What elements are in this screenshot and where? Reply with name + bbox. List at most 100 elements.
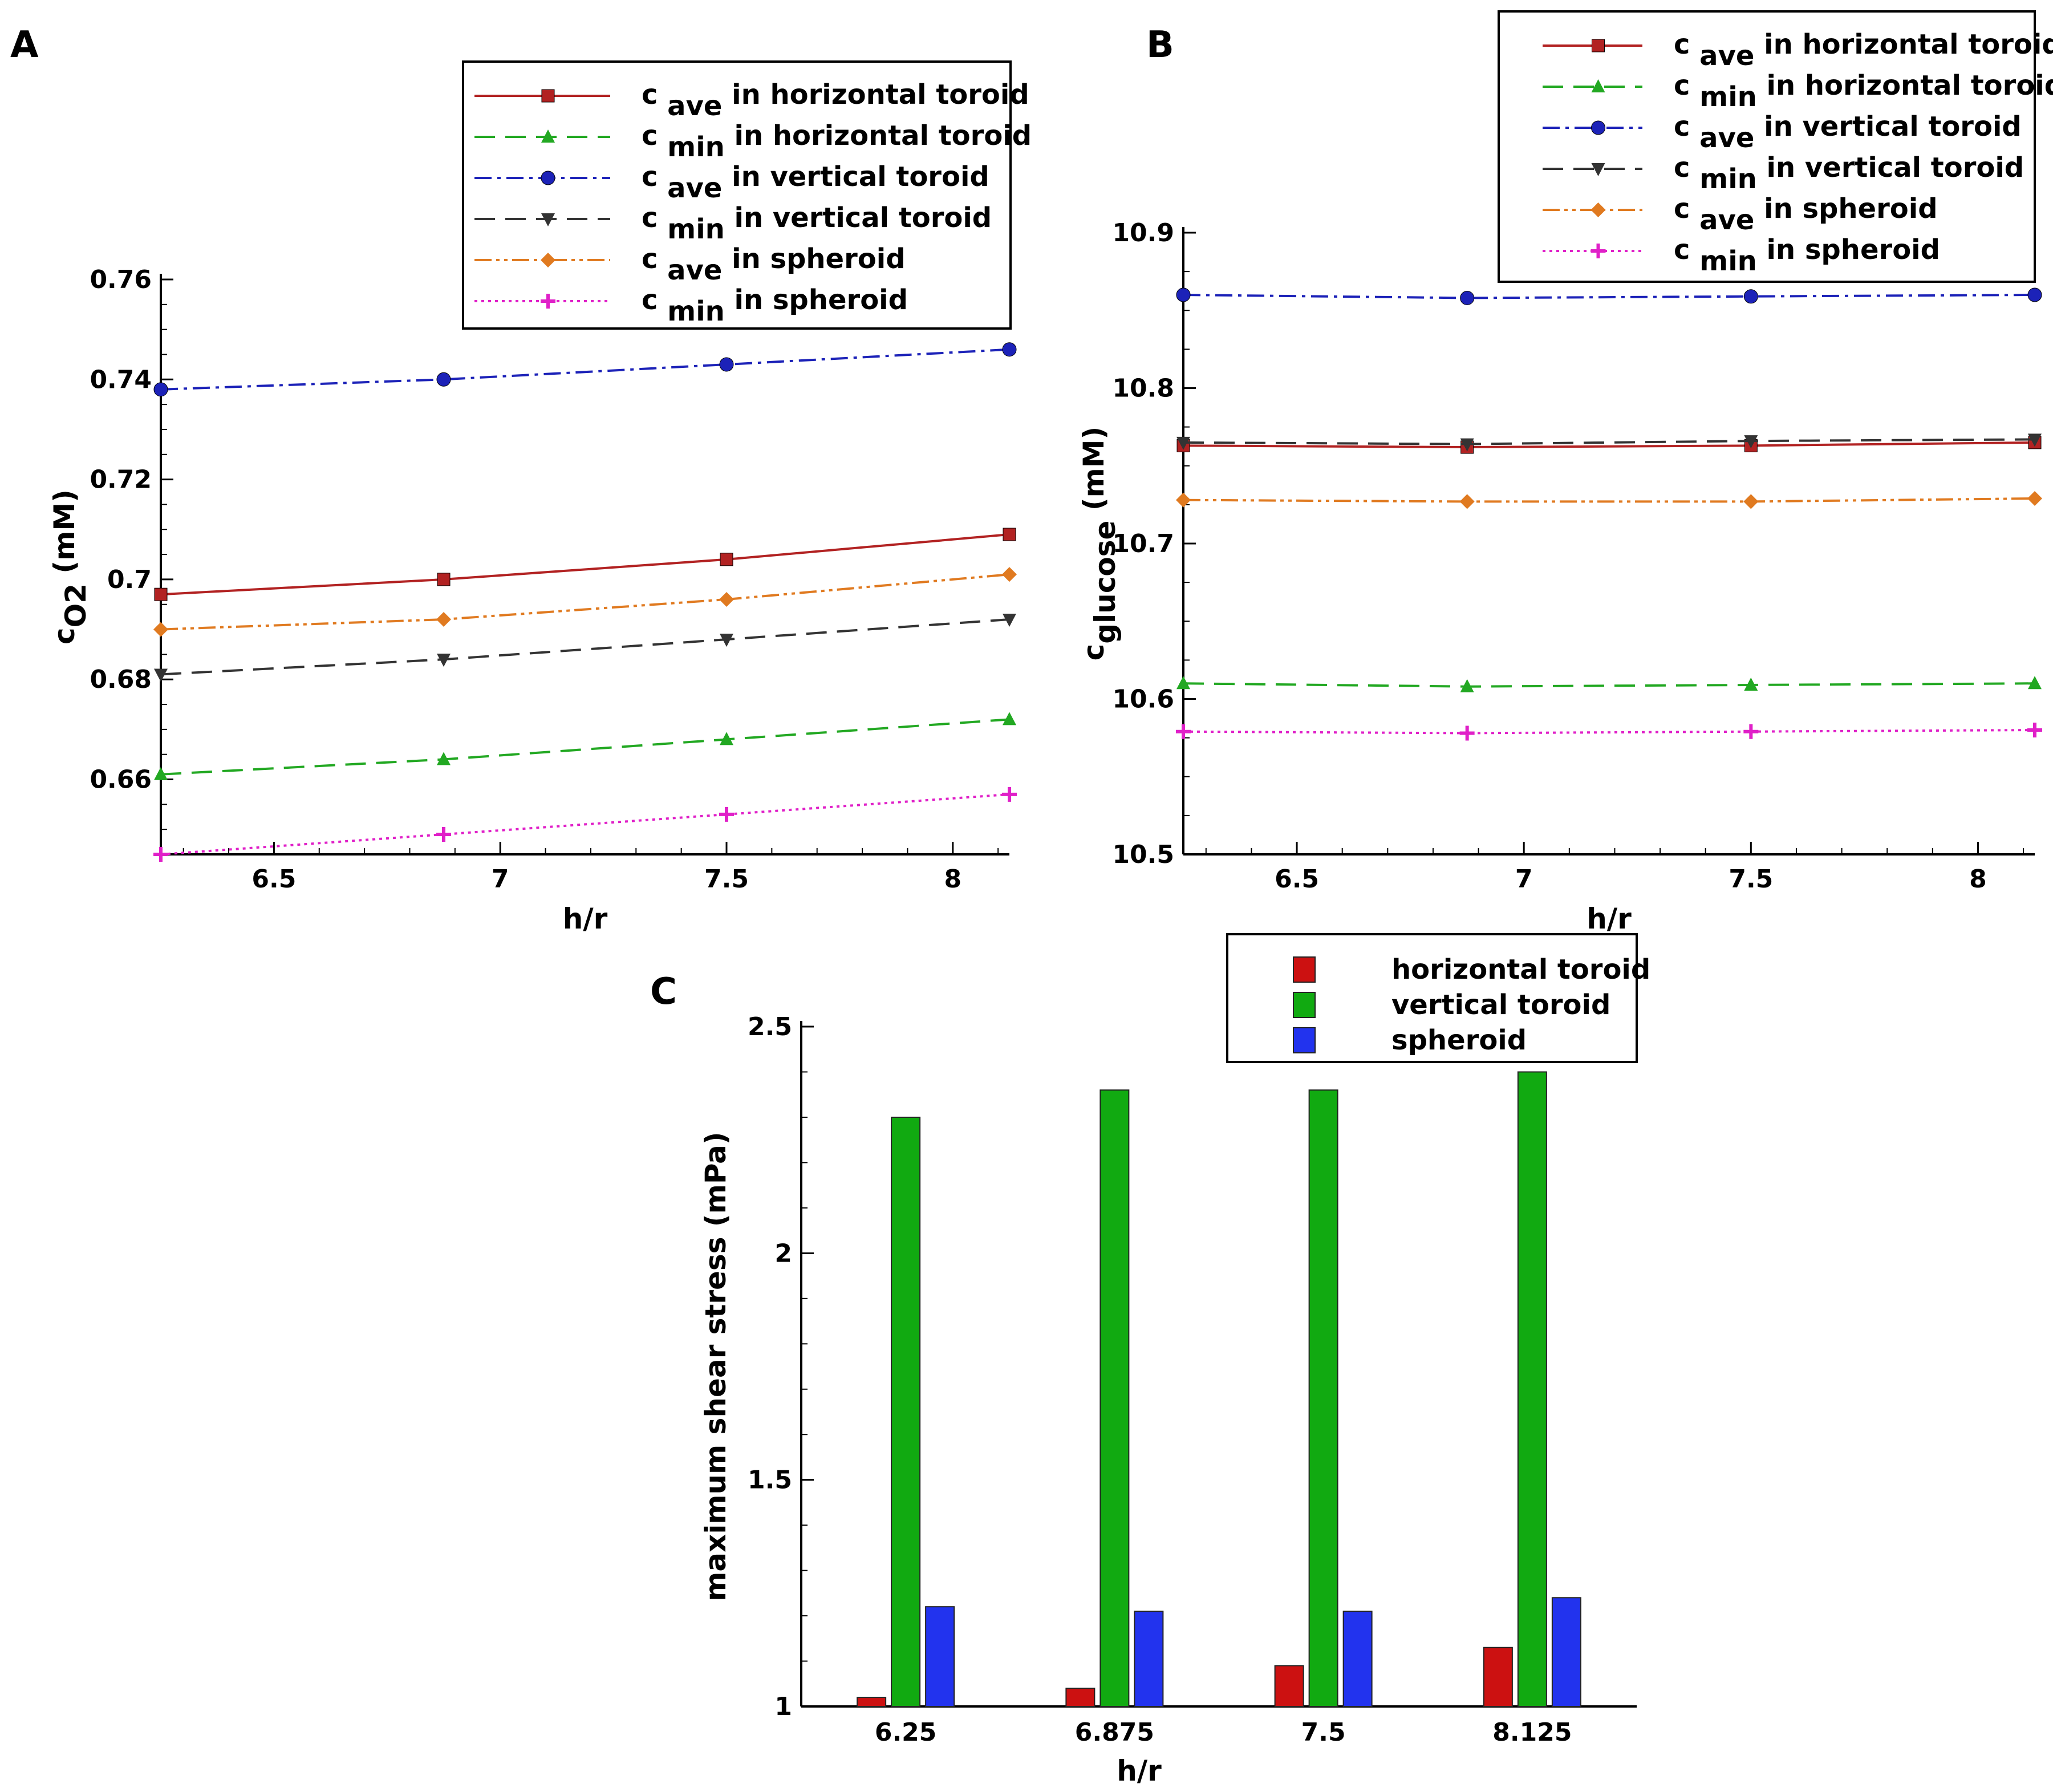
legend-sub: ave [1699,122,1754,154]
chart-a-legend-entry: c min in vertical toroid [642,202,992,245]
chart-a-legend-marker-cmin_s [541,294,555,309]
chart-c-legend-swatch-bar_h [1293,956,1316,983]
chart-b-legend-entry: c min in vertical toroid [1674,152,2024,195]
chart-a-legend-marker-cmin_v [541,213,555,226]
legend-rest: in spheroid [722,243,905,275]
chart-c: 1 1.5 2 2.5 6.25 6.875 7.5 8.125 h/r maximum shea… [699,933,1650,1787]
chart-c-x-axis-title: h/r [1117,1754,1162,1787]
chart-b-point-cave_v [1743,289,1758,304]
chart-a-x-tick-label: 6.5 [251,865,296,894]
chart-a-point-cave_v [1002,342,1017,357]
chart-c-bar-bar_s [925,1606,955,1707]
panel-label-a: A [10,24,39,66]
legend-main: c [642,284,667,316]
chart-c-bar-bar_v [1099,1089,1130,1707]
y-axis-title-main: c [48,627,81,644]
chart-b-y-tick-label: 10.7 [1112,529,1174,558]
chart-c-bar-bar_v [1308,1089,1338,1707]
chart-b-legend-entry: c ave in vertical toroid [1674,111,2022,154]
legend-sub: ave [667,254,722,286]
chart-a-point-cave_s [153,622,168,637]
chart-b-point-cmin_s [1743,724,1759,739]
chart-c-x-tick-label: 8.125 [1492,1718,1572,1747]
chart-b-point-cave_v [2027,287,2042,302]
chart-b-point-cmin_v [1176,436,1190,450]
chart-a-legend-entry: c min in horizontal toroid [642,120,1032,163]
chart-c-x-tick-label: 6.25 [875,1718,937,1747]
chart-a-point-cave_v [719,357,734,372]
chart-b-point-cmin_h [1744,677,1758,691]
chart-a-x-tick-label: 8 [944,865,961,894]
chart-a-point-cmin_v [437,654,451,667]
chart-a-point-cave_s [1002,567,1017,582]
legend-main: c [1674,29,1699,60]
legend-rest: in vertical toroid [725,202,992,234]
chart-b-legend-marker-cave_s [1591,202,1606,217]
chart-c-y-tick-label: 1.5 [748,1466,792,1495]
y-axis-title-main: c [1077,644,1110,661]
chart-b-y-tick-label: 10.5 [1112,840,1174,869]
chart-a-series-line-cmin_s [160,793,1010,856]
chart-a-x-axis-title: h/r [563,902,608,935]
chart-c-bar-bar_v [1517,1071,1547,1707]
chart-a-point-cave_h [1003,528,1016,541]
chart-a-series-line-cave_s [160,573,1010,631]
chart-a-point-cmin_h [720,732,733,745]
y-axis-title-rest: (mM) [48,489,81,583]
legend-sub: ave [1699,204,1754,236]
chart-a-series-line-cave_h [160,533,1010,596]
chart-a-legend-entry: c min in spheroid [642,284,908,327]
chart-b-y-tick-label: 10.8 [1112,374,1174,403]
chart-c-legend-label: horizontal toroid [1391,954,1650,986]
chart-c-bar-bar_h [1274,1665,1304,1707]
legend-main: c [1674,193,1699,225]
chart-c-bar-bar_s [1134,1611,1164,1708]
chart-b-point-cave_v [1460,290,1475,305]
legend-sub: min [1699,163,1757,195]
chart-b-x-tick-label: 7.5 [1729,865,1773,894]
legend-main: c [1674,152,1699,184]
chart-a-point-cmin_s [153,847,168,862]
y-axis-title-sub: glucose [1089,521,1122,644]
chart-b-point-cave_s [1176,492,1191,508]
chart-a-legend-marker-cmin_h [541,129,555,143]
chart-b-point-cmin_v [1460,438,1474,452]
chart-b-x-tick-label: 7 [1515,865,1533,894]
chart-c-bar-bar_s [1342,1611,1373,1708]
chart-a-point-cmin_h [437,752,451,765]
chart-a-y-tick-label: 0.74 [90,365,152,394]
chart-b-series-line-cave_s [1183,497,2035,503]
chart-a-point-cmin_v [720,634,733,647]
chart-c-x-tick-label: 6.875 [1075,1718,1154,1747]
chart-a-point-cmin_v [1003,614,1016,627]
chart-b-y-tick-label: 10.6 [1112,685,1174,714]
legend-sub: min [667,131,725,163]
chart-a-point-cave_v [436,372,451,387]
chart-a-legend-marker-cave_s [541,253,555,267]
chart-b-legend [1498,10,2036,283]
chart-b-point-cmin_s [2027,723,2042,737]
legend-sub: min [667,295,725,327]
chart-c-bar-bar_h [1065,1688,1096,1708]
chart-b-point-cmin_h [1176,676,1190,690]
legend-rest: in vertical toroid [1754,111,2021,143]
legend-rest: in horizontal toroid [725,120,1032,152]
chart-b-legend-marker-cmin_v [1591,163,1605,176]
chart-a-x-tick-label: 7 [492,865,509,894]
chart-b-x-tick-label: 8 [1969,865,1987,894]
chart-b-series-line-cave_v [1183,294,2035,299]
chart-b-point-cave_v [1176,287,1191,302]
legend-sub: min [1699,245,1757,277]
chart-c-legend-label: spheroid [1391,1024,1527,1056]
chart-b-series-line-cmin_v [1183,438,2035,445]
legend-rest: in horizontal toroid [1757,70,2053,102]
chart-a-legend [462,60,1012,330]
chart-b-point-cmin_v [2028,433,2042,447]
chart-c-y-axis-title: maximum shear stress (mPa) [699,1132,732,1602]
chart-b-legend-marker-cave_v [1591,120,1605,135]
panel-label-c: C [650,971,677,1013]
legend-sub: ave [667,90,722,122]
chart-c-legend-swatch-bar_v [1293,992,1316,1018]
chart-c-bar-bar_s [1551,1597,1581,1708]
